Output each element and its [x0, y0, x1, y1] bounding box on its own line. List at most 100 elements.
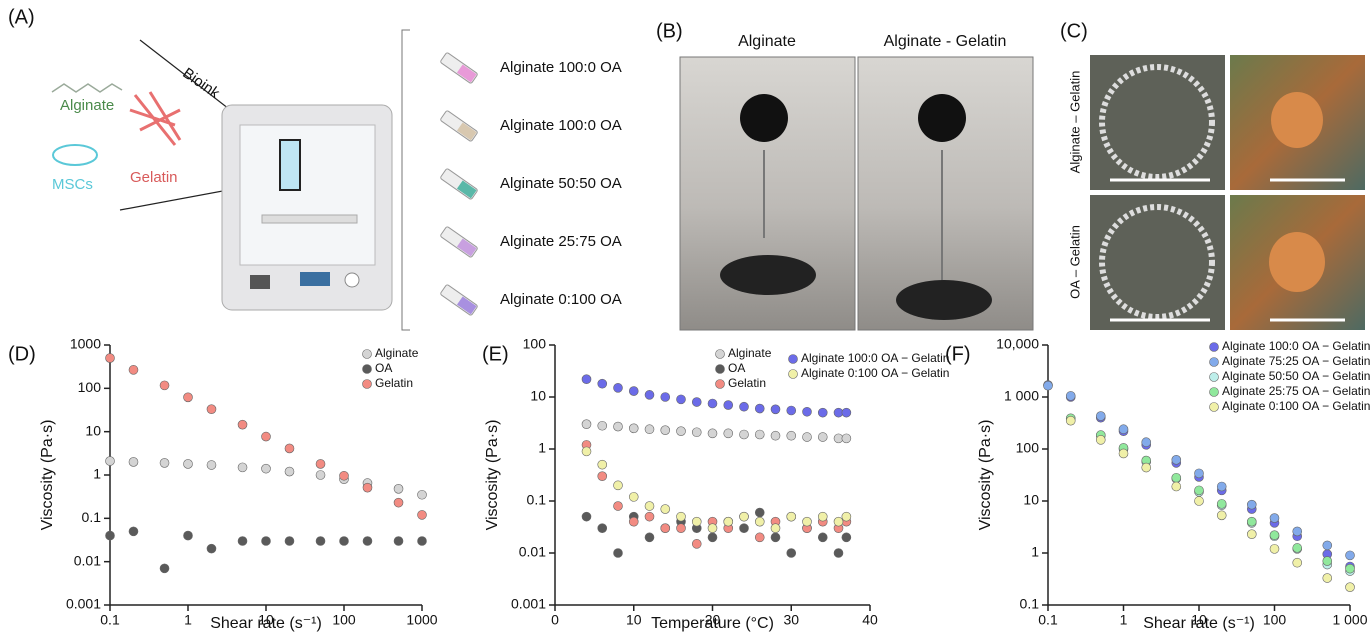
data-point — [660, 425, 671, 435]
data-point — [707, 532, 718, 543]
data-point — [261, 431, 271, 442]
legend-label: Gelatin — [375, 376, 413, 390]
data-point — [802, 432, 812, 442]
x-tick-label: 0.1 — [1038, 612, 1058, 628]
data-point — [613, 501, 623, 511]
data-point — [833, 548, 844, 558]
data-point — [1171, 454, 1182, 465]
data-point — [770, 404, 781, 415]
print — [1099, 64, 1215, 180]
data-point — [817, 432, 828, 442]
x-tick-label: 1000 — [406, 612, 437, 628]
legend-marker — [715, 349, 725, 359]
data-point — [691, 397, 702, 407]
data-point — [1065, 415, 1076, 426]
data-point — [841, 407, 852, 418]
legend-marker — [1209, 387, 1219, 397]
data-point — [739, 429, 749, 440]
data-point — [581, 511, 592, 522]
alginate-icon — [51, 83, 123, 93]
data-point — [691, 516, 702, 527]
x-tick-label: 10 — [258, 612, 274, 628]
data-point — [644, 501, 655, 511]
data-point — [183, 392, 193, 403]
photo-caption: Alginate - Gelatin — [884, 33, 1007, 50]
data-point — [676, 394, 686, 405]
bed — [261, 214, 358, 224]
data-point — [739, 523, 749, 533]
x-tick-label: 10 — [626, 612, 642, 628]
panel-label: (B) — [656, 20, 683, 42]
data-point — [660, 504, 671, 514]
x-tick-label: 1 — [1120, 612, 1128, 628]
data-point — [754, 507, 765, 518]
data-point — [417, 536, 427, 546]
syringe-fluid — [456, 180, 477, 199]
legend-marker — [1209, 372, 1219, 382]
x-tick-label: 1 000 — [1332, 612, 1367, 628]
data-point — [393, 497, 404, 508]
data-point — [841, 532, 852, 543]
data-point — [1322, 573, 1333, 583]
data-point — [1345, 582, 1355, 592]
data-point — [1141, 462, 1152, 473]
data-point — [1043, 380, 1053, 391]
x-tick-label: 1 — [184, 612, 192, 628]
data-point — [1194, 496, 1204, 506]
data-point — [628, 516, 639, 527]
data-point — [1118, 448, 1129, 459]
legend-marker — [1209, 357, 1219, 367]
y-tick-label: 1 — [538, 440, 546, 456]
x-tick-label: 0 — [551, 612, 559, 628]
panel-a: (A) Bioink Alginate MSCs Gelatin Alginat… — [8, 6, 622, 331]
data-point — [581, 419, 592, 429]
data-point — [754, 532, 765, 543]
nozzle-cap — [918, 94, 966, 142]
data-point — [597, 471, 608, 481]
data-point — [1345, 550, 1355, 561]
y-tick-label: 1 000 — [1004, 388, 1039, 404]
legend-label: Alginate 50:50 OA − Gelatin — [1222, 369, 1370, 383]
data-point — [1216, 499, 1227, 509]
data-point — [597, 378, 608, 389]
syringe-label: Alginate 0:100 OA — [500, 291, 622, 308]
data-point — [676, 511, 686, 522]
data-point — [691, 427, 702, 438]
data-point — [754, 516, 765, 527]
data-point — [754, 403, 765, 414]
data-point — [802, 516, 812, 527]
legend-marker — [788, 369, 798, 379]
data-point — [739, 401, 749, 412]
data-point — [628, 386, 639, 396]
data-point — [315, 536, 326, 546]
x-tick-label: 100 — [1263, 612, 1287, 628]
legend-marker — [1209, 342, 1219, 352]
syringe-list: Alginate 100:0 OA Alginate 100:0 OA Algina… — [440, 52, 622, 316]
print — [1099, 204, 1215, 320]
y-tick-label: 100 — [78, 379, 102, 395]
data-point — [362, 482, 373, 493]
data-point — [206, 404, 217, 414]
data-point — [1269, 530, 1280, 540]
data-point — [1246, 516, 1257, 527]
data-point — [183, 530, 193, 541]
legend-label: Alginate — [728, 346, 772, 360]
port — [250, 275, 270, 289]
data-point — [723, 400, 734, 410]
data-point — [1095, 435, 1106, 445]
data-point — [770, 430, 781, 441]
panel-label: (D) — [8, 343, 36, 365]
data-point — [105, 530, 115, 541]
data-point — [817, 407, 828, 418]
data-point — [613, 480, 623, 491]
data-point — [707, 398, 718, 409]
data-point — [597, 523, 608, 533]
data-point — [597, 420, 608, 431]
nozzle-cap — [740, 94, 788, 142]
data-point — [1095, 411, 1106, 421]
photo — [1090, 195, 1225, 330]
data-point — [723, 516, 734, 527]
y-tick-label: 0.1 — [82, 509, 102, 525]
data-point — [159, 458, 170, 468]
